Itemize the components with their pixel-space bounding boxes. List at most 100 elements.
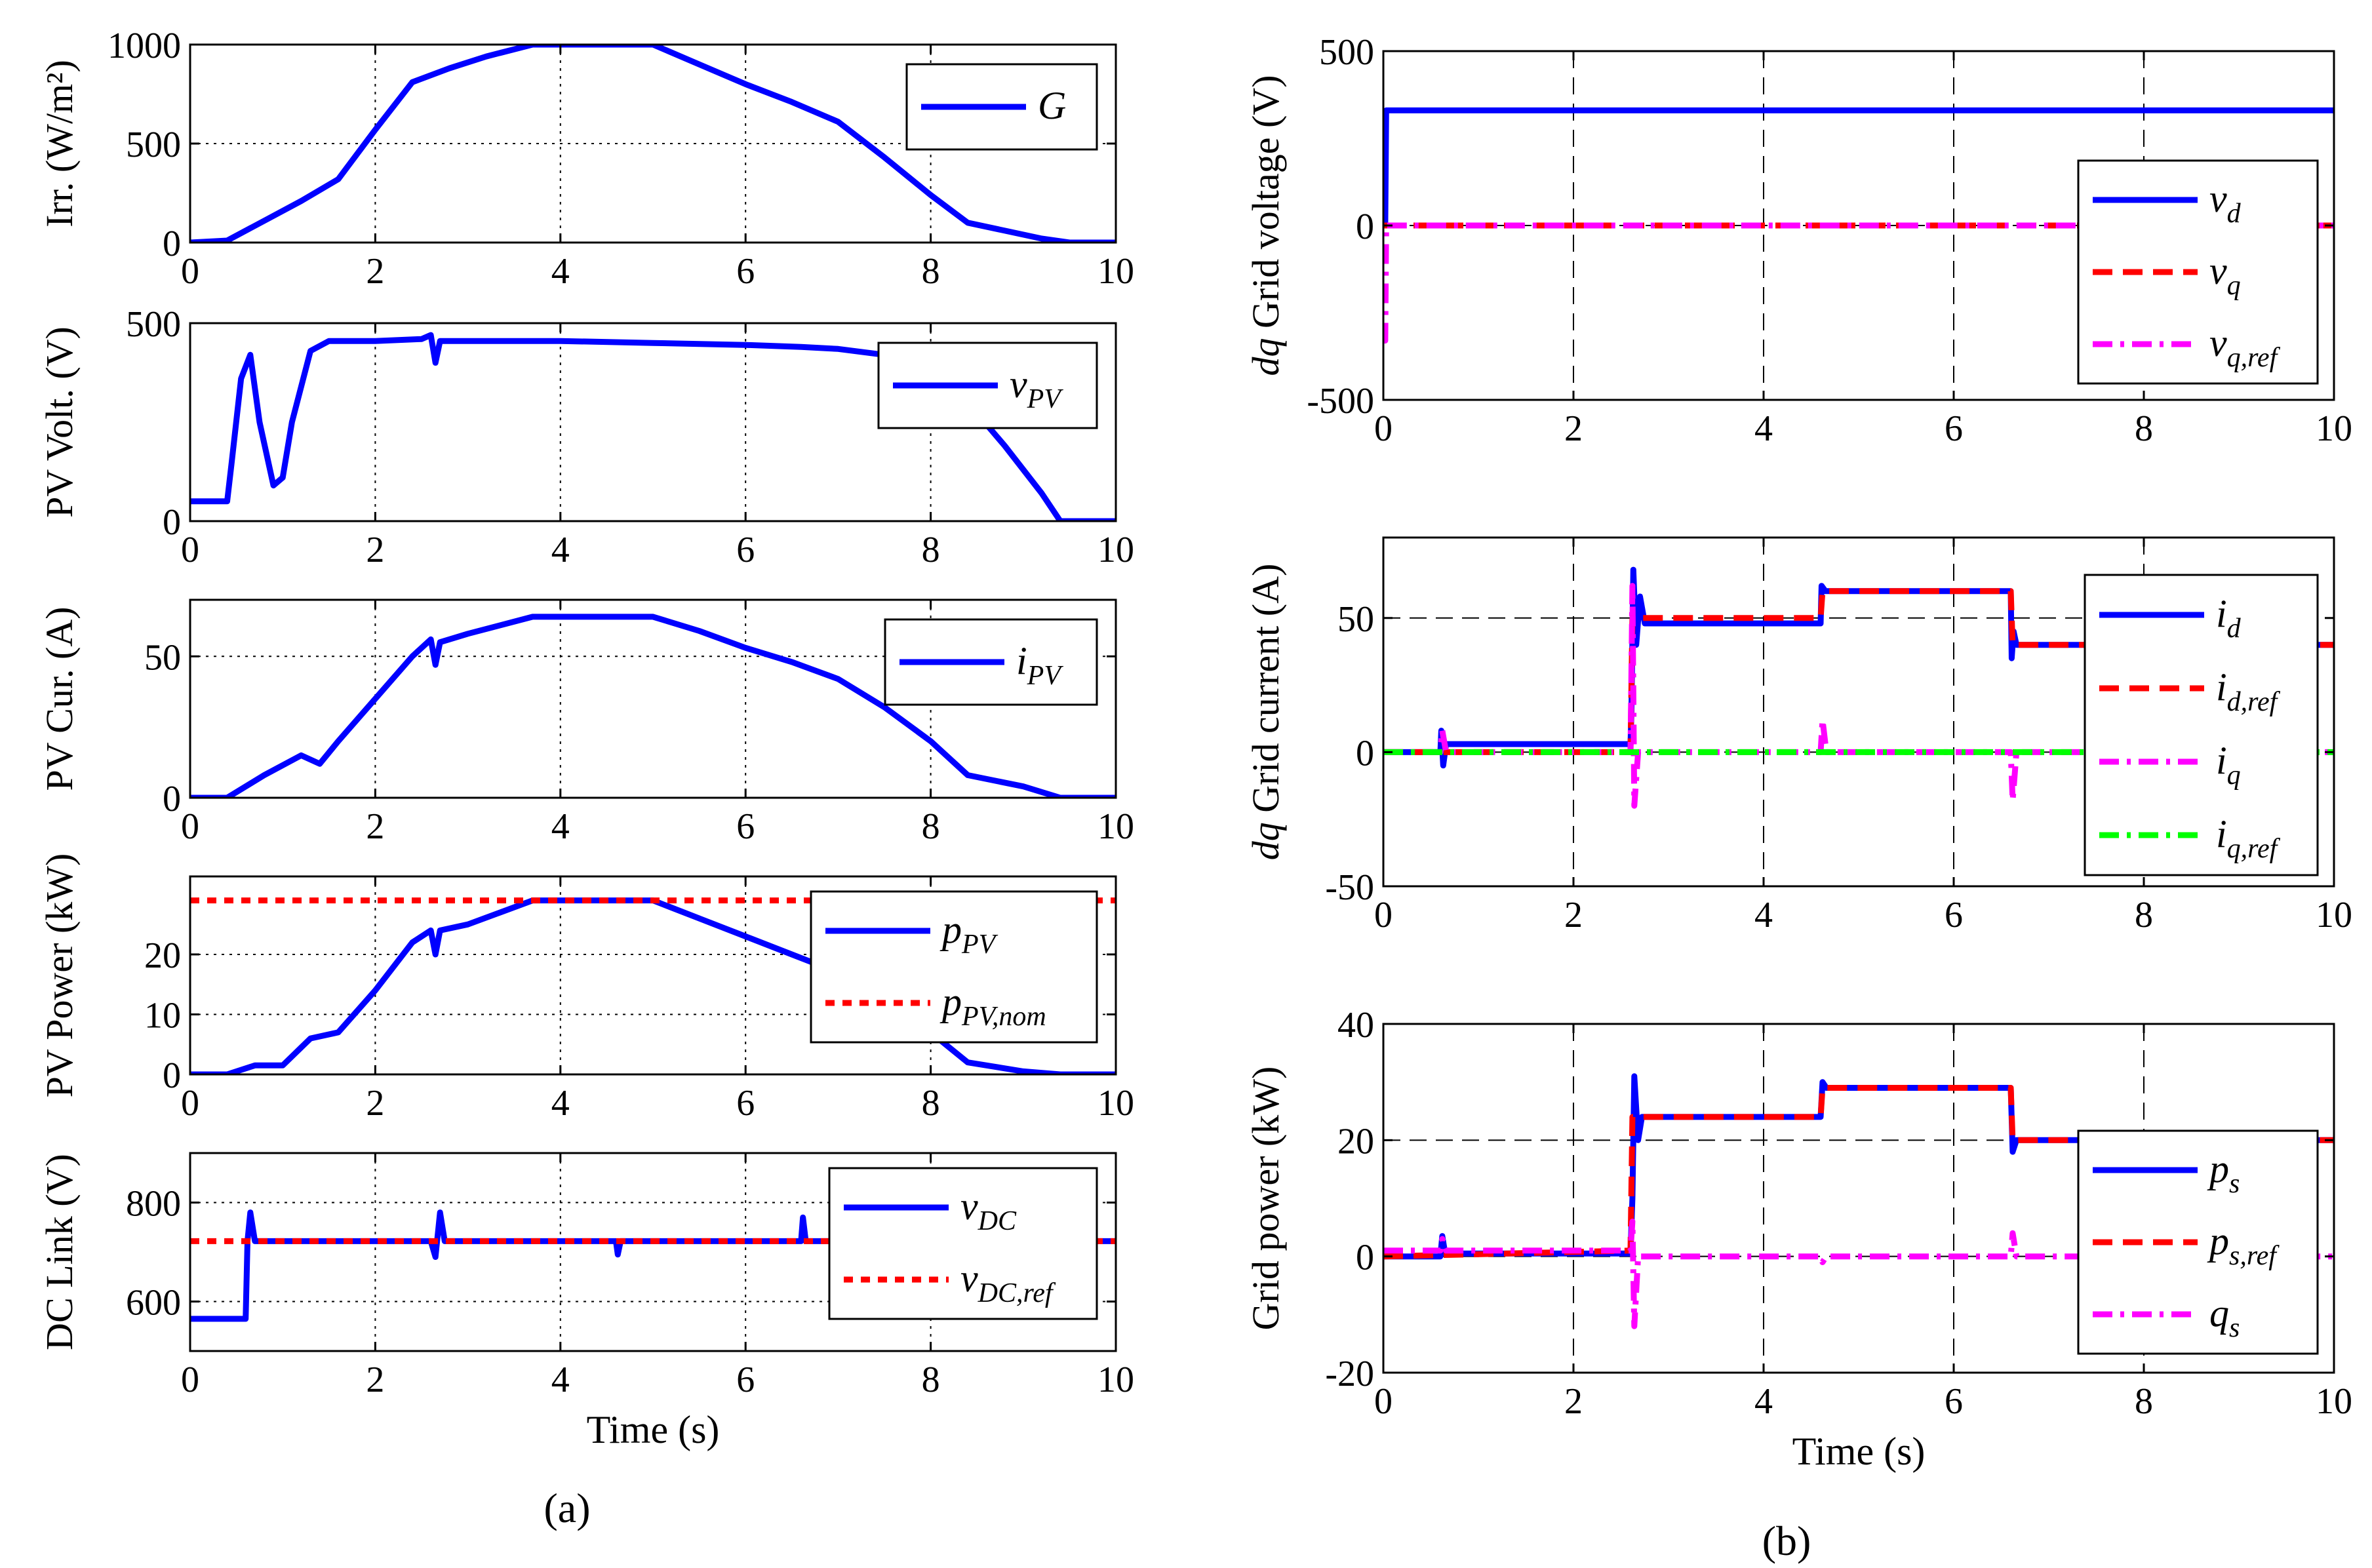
y-tick-label: 50	[144, 637, 181, 678]
legend-label-sub: s,ref	[2229, 1241, 2280, 1271]
x-tick-label: 10	[2316, 408, 2352, 449]
axes-box	[189, 1152, 1117, 1352]
y-axis-label-italic: dq	[1244, 338, 1287, 376]
legend-label-sub: q	[2227, 271, 2241, 301]
axes-box	[1382, 536, 2335, 888]
x-tick-label: 6	[1945, 895, 1963, 935]
x-tick-label: 2	[1564, 1381, 1583, 1422]
legend-label-main: p	[939, 980, 962, 1023]
legend-label-G: G	[1038, 84, 1066, 127]
legend-label-p_PV: pPV	[939, 908, 998, 960]
legend-label-sub: PV	[1027, 661, 1064, 691]
legend-label-main: G	[1038, 84, 1066, 127]
y-tick-label: 20	[144, 935, 181, 976]
legend-label-i_q: iq	[2216, 739, 2241, 791]
x-tick-label: 2	[366, 1360, 384, 1400]
series-line-q_s	[1383, 1219, 2334, 1329]
legend-label-main: q	[2209, 1291, 2229, 1335]
legend-label-sub: s	[2229, 1313, 2240, 1343]
x-tick-label: 6	[736, 1083, 755, 1124]
x-tick-label: 0	[181, 530, 199, 570]
x-tick-label: 0	[181, 806, 199, 847]
legend-label-v_d: vd	[2209, 177, 2242, 229]
panel-label-b: (b)	[1762, 1518, 1811, 1564]
legend-label-main: p	[939, 908, 962, 951]
series-line-i_d,ref	[1383, 588, 2334, 755]
y-tick-label: 600	[126, 1283, 181, 1323]
x-tick-label: 4	[551, 806, 570, 847]
legend-label-main: p	[2207, 1219, 2229, 1263]
legend-label-p_s: ps	[2207, 1147, 2240, 1199]
legend-label-main: p	[2207, 1147, 2229, 1190]
legend-label-sub: PV,nom	[961, 1002, 1046, 1032]
y-axis-label: Irr. (W/m²)	[38, 60, 81, 227]
y-axis-label: dq Grid current (A)	[1244, 564, 1287, 861]
legend-label-v_q: vq	[2209, 249, 2241, 301]
x-tick-label: 10	[1097, 806, 1134, 847]
y-tick-label: 20	[1337, 1121, 1374, 1162]
axes-box	[189, 598, 1117, 799]
x-tick-label: 0	[1374, 408, 1393, 449]
y-axis-label: PV Power (kW)	[38, 853, 81, 1098]
legend-label-v_q,ref: vq,ref	[2209, 321, 2281, 373]
legend-label-main: v	[2209, 321, 2227, 364]
x-tick-label: 6	[1945, 1381, 1963, 1422]
x-tick-label: 8	[2135, 1381, 2153, 1422]
series-group	[190, 45, 1116, 243]
legend-label-sub: PV	[961, 930, 998, 960]
panel-label-a: (a)	[544, 1485, 590, 1531]
x-tick-label: 2	[1564, 408, 1583, 449]
x-axis-label: Time (s)	[587, 1408, 720, 1451]
y-tick-label: 800	[126, 1184, 181, 1225]
x-tick-label: 2	[1564, 895, 1583, 935]
legend-label-main: i	[2216, 812, 2227, 855]
axes-box	[189, 875, 1117, 1076]
legend-label-sub: s	[2229, 1169, 2240, 1199]
x-tick-label: 8	[2135, 408, 2153, 449]
legend-box	[810, 890, 1098, 1044]
chart-a2: 0 2 4 6 8 10 0 500 PV Volt. (V) vPV	[38, 304, 1134, 570]
y-tick-label: -20	[1325, 1354, 1374, 1394]
y-tick-label: 40	[1337, 1005, 1374, 1046]
legend-label-main: i	[2216, 739, 2227, 782]
axes-box	[1382, 1023, 2335, 1374]
y-tick-label: 0	[1356, 733, 1374, 774]
legend-label-main: v	[960, 1257, 978, 1300]
x-tick-label: 10	[1097, 530, 1134, 570]
legend-label-main: i	[2216, 592, 2227, 635]
y-tick-label: -50	[1325, 867, 1374, 908]
y-axis-label-rest: Grid current (A)	[1244, 564, 1287, 823]
x-tick-label: 4	[551, 530, 570, 570]
y-tick-label: 50	[1337, 599, 1374, 640]
series-line-i_PV	[190, 614, 1116, 798]
x-tick-label: 2	[366, 530, 384, 570]
legend-label-p_s,ref: ps,ref	[2207, 1219, 2280, 1271]
y-axis-label: dq Grid voltage (V)	[1244, 75, 1287, 376]
x-tick-label: 2	[366, 251, 384, 292]
legend-label-main: i	[1016, 639, 1027, 682]
chart-a1: 0 2 4 6 8 10 0 500 1000 Irr. (W/m²) G	[38, 26, 1134, 292]
y-tick-label: 0	[163, 502, 181, 543]
legend-label-sub: d,ref	[2227, 687, 2281, 717]
series-line-G	[190, 45, 1116, 243]
axes-box	[189, 322, 1117, 522]
y-axis-label: Grid power (kW)	[1244, 1067, 1287, 1331]
x-tick-label: 6	[1945, 408, 1963, 449]
x-tick-label: 0	[181, 1083, 199, 1124]
x-tick-label: 0	[181, 251, 199, 292]
x-tick-label: 10	[1097, 1360, 1134, 1400]
x-tick-label: 2	[366, 806, 384, 847]
y-axis-label-italic: dq	[1244, 822, 1287, 860]
legend-label-sub: d	[2227, 614, 2242, 644]
x-tick-label: 8	[922, 251, 940, 292]
legend-label-q_s: qs	[2209, 1291, 2240, 1343]
series-line-i_d	[1383, 566, 2334, 769]
series-line-p_s,ref	[1383, 1085, 2334, 1260]
y-tick-label: 0	[1356, 1238, 1374, 1278]
x-tick-label: 4	[1754, 408, 1773, 449]
legend-label-sub: PV	[1027, 384, 1064, 414]
legend-label-v_PV: vPV	[1010, 363, 1063, 414]
